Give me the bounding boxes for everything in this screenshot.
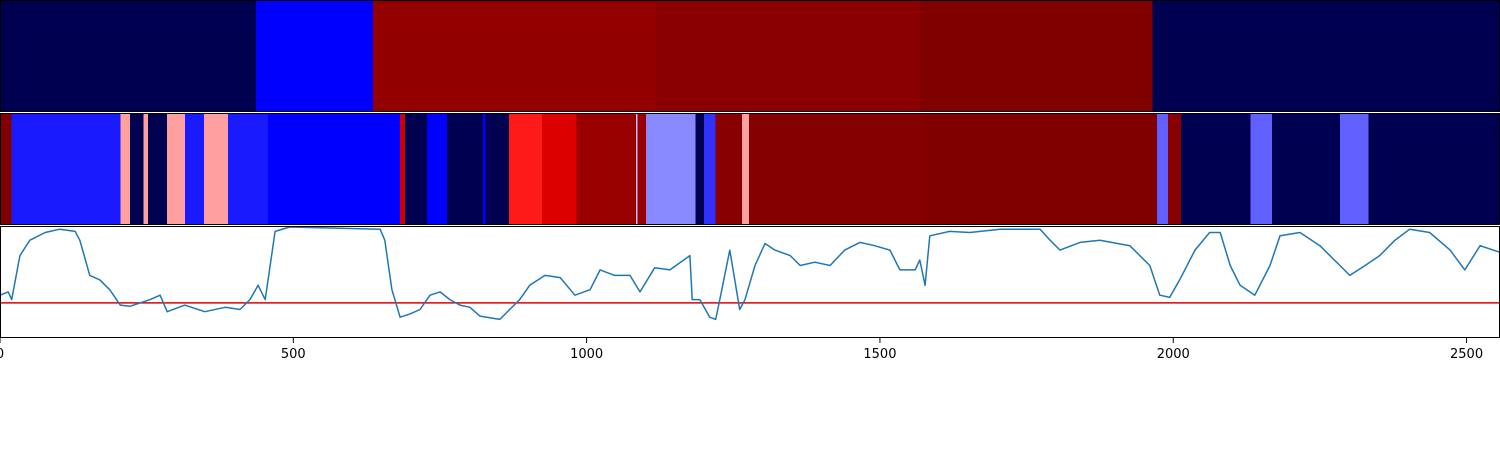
band-segment <box>0 0 256 112</box>
band-segment <box>485 113 510 225</box>
band-segment <box>228 113 269 225</box>
band-segment <box>404 113 428 225</box>
band-segment <box>1152 0 1500 112</box>
band-segment <box>427 113 448 225</box>
band-segment <box>695 113 704 225</box>
band-segment <box>1271 113 1340 225</box>
band-segment <box>255 0 374 112</box>
band-segment <box>1167 113 1181 225</box>
band-segment <box>400 113 405 225</box>
band-segment <box>645 113 696 225</box>
band-segment <box>0 113 12 225</box>
data-line <box>0 226 1500 321</box>
band-segment <box>715 113 743 225</box>
x-tick-label: 2000 <box>1157 347 1190 362</box>
band-segment <box>919 0 1153 112</box>
band-segment <box>655 0 920 112</box>
band-segment <box>1339 113 1369 225</box>
band-segment <box>509 113 543 225</box>
band-segment <box>925 113 1157 225</box>
band-segment <box>167 113 185 225</box>
band-segment <box>637 113 646 225</box>
band-segment <box>11 113 121 225</box>
band-segment <box>204 113 229 225</box>
x-tick-label: 500 <box>281 347 306 362</box>
band-segment <box>1250 113 1272 225</box>
band-segment <box>703 113 716 225</box>
band-segment <box>120 113 131 225</box>
x-tick-label: 1000 <box>570 347 603 362</box>
band-segment <box>268 113 401 225</box>
x-tick-label: 0 <box>0 347 4 362</box>
band-segment <box>130 113 144 225</box>
band-segment <box>1180 113 1251 225</box>
x-tick-label: 2500 <box>1450 347 1483 362</box>
band-segment <box>482 113 486 225</box>
band-segment <box>542 113 577 225</box>
band-segment <box>1368 113 1500 225</box>
x-tick-label: 1500 <box>863 347 896 362</box>
band-segment <box>147 113 168 225</box>
band-segment <box>576 113 636 225</box>
band-segment <box>635 113 638 225</box>
band-segment <box>1156 113 1168 225</box>
band-segment <box>184 113 205 225</box>
band-segment <box>742 113 750 225</box>
band-segment <box>143 113 148 225</box>
band-segment <box>749 113 926 225</box>
band-segment <box>447 113 483 225</box>
band-segment <box>373 0 656 112</box>
